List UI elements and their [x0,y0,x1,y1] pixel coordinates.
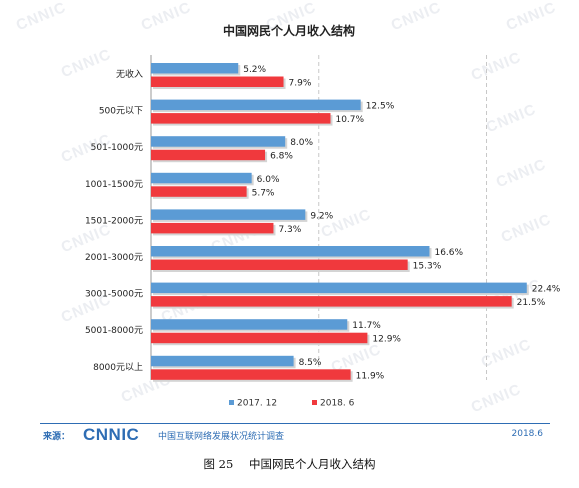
bars: 5.2% 7.9% 12.5%10.7% 8.0% 6.8% 6.0% 5.7% 9.2% 7.… [151,63,561,382]
bar-2017 [151,246,430,257]
bar-2018 [151,259,408,270]
data-label: 21.5% [517,298,546,308]
figure-caption-text: 中国网民个人月收入结构 [248,457,376,471]
data-label: 15.3% [413,262,442,272]
data-label: 12.5% [366,102,395,112]
bar-chart: 中国网民个人月收入结构 5.2% 7.9% 12.5%10.7% 8.0% 6.8% 6.… [85,23,561,409]
data-label: 12.9% [372,335,401,345]
bar-2018 [151,296,512,307]
bar-2018 [151,222,274,234]
data-label: 8.0% [290,138,313,148]
legend-label: 2018. 6 [320,399,355,409]
source-org: 中国互联网络发展状况统计调查 [158,432,285,442]
data-label: 8.5% [299,358,322,368]
legend: 2017. 12 2018. 6 [229,399,355,409]
grid-lines [318,55,488,380]
source-row: 来源： CNNIC 中国互联网络发展状况统计调查 2018.6 [43,425,544,444]
data-label: 5.7% [252,188,275,198]
category-label: 5001-8000元 [85,326,143,336]
data-label: 6.0% [257,175,280,185]
bar-2017 [151,355,294,367]
category-label: 501-1000元 [91,143,143,153]
category-label: 1501-2000元 [85,216,143,226]
category-label: 1001-1500元 [85,180,143,190]
bar-2017 [151,209,306,220]
data-label: 11.9% [356,371,385,381]
category-label: 500元以下 [99,107,143,117]
bar-2018 [151,149,266,161]
source-date: 2018.6 [511,429,544,439]
bar-2017 [151,63,239,74]
category-label: 3001-5000元 [85,290,143,300]
category-label: 8000元以上 [93,362,143,373]
bar-2017 [151,136,286,147]
bar-2017 [151,319,348,330]
data-label: 7.9% [289,79,312,89]
bar-2018 [151,332,368,344]
data-label: 6.8% [270,152,293,162]
data-label: 9.2% [310,211,333,221]
bar-2017 [151,99,361,111]
data-label: 5.2% [243,65,266,75]
bar-2018 [151,186,247,197]
figure-number: 图 25 [203,457,234,471]
bar-2017 [151,282,527,294]
source-label: 来源： [43,432,71,442]
data-label: 10.7% [335,115,364,125]
bar-2018 [151,76,284,87]
chart-title: 中国网民个人月收入结构 [223,23,355,38]
cnnic-logo: CNNIC [83,425,140,444]
bar-2018 [151,369,351,380]
legend-label: 2017. 12 [237,399,277,409]
legend-swatch [312,400,317,405]
figure-caption: 图 25 中国网民个人月收入结构 [0,456,579,472]
category-label: 2001-3000元 [85,253,143,263]
data-label: 7.3% [278,225,301,235]
data-label: 16.6% [434,248,463,258]
data-label: 22.4% [532,285,561,295]
data-label: 11.7% [352,321,381,331]
source-divider [40,423,550,424]
bar-2018 [151,113,331,124]
legend-swatch [229,400,234,405]
category-label: 无收入 [116,68,143,80]
bar-2017 [151,172,252,184]
category-labels: 无收入 500元以下 501-1000元 1001-1500元 1501-2000元 20… [85,68,143,373]
